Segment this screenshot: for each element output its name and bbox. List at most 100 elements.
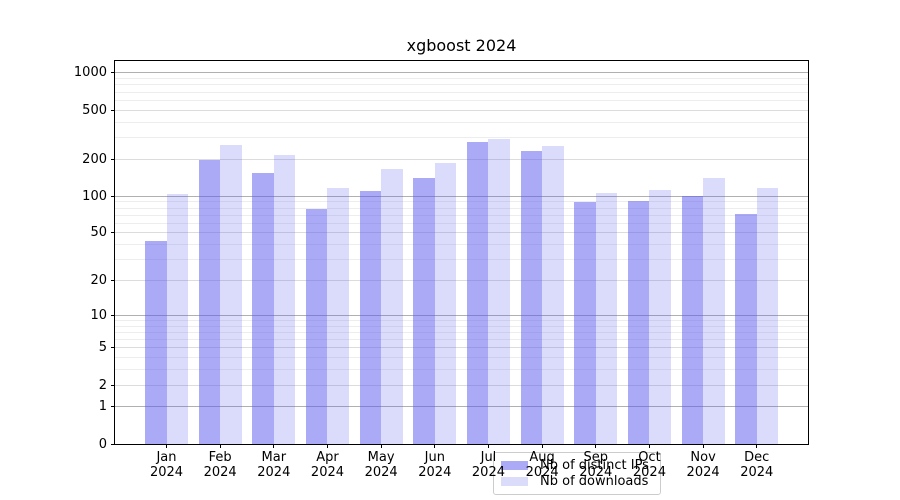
gridline <box>115 279 808 281</box>
legend-swatch-distinct-ips-icon <box>501 460 528 470</box>
bar-downloads-apr <box>327 188 349 444</box>
bar-distinct-ips-jun <box>413 177 435 444</box>
x-tick-mark <box>756 444 758 448</box>
bar-distinct-ips-may <box>359 190 382 444</box>
gridline <box>115 91 808 93</box>
x-tick-label: Aug 2024 <box>525 450 559 480</box>
y-tick-label: 20 <box>90 272 107 288</box>
plot-area: Nb of distinct IPs Nb of downloads <box>114 60 809 495</box>
gridline <box>115 325 808 327</box>
bar-downloads-jun <box>434 163 457 444</box>
bar-distinct-ips-mar <box>252 173 274 444</box>
bar-distinct-ips-aug <box>520 151 543 444</box>
gridline <box>115 121 808 123</box>
y-tick-label: 1000 <box>73 65 107 81</box>
bar-downloads-sep <box>595 192 618 444</box>
x-tick-label: Jul 2024 <box>471 450 505 480</box>
y-tick-label: 2 <box>98 377 107 393</box>
y-tick-mark <box>111 279 115 281</box>
x-tick-label: Dec 2024 <box>740 450 774 480</box>
y-tick-mark <box>111 347 115 349</box>
x-tick-label: Nov 2024 <box>686 450 720 480</box>
y-tick-mark <box>111 195 115 197</box>
x-tick-label: Sep 2024 <box>579 450 613 480</box>
x-tick-label: Feb 2024 <box>203 450 237 480</box>
legend-label-distinct-ips: Nb of distinct IPs <box>540 457 649 473</box>
x-tick-label: Oct 2024 <box>632 450 666 480</box>
bar-downloads-jan <box>166 193 188 444</box>
gridline <box>115 99 808 101</box>
bar-distinct-ips-feb <box>198 159 221 444</box>
y-tick-mark <box>111 109 115 111</box>
y-tick-label: 1 <box>98 399 107 415</box>
x-tick-mark <box>219 444 221 448</box>
x-tick-mark <box>541 444 543 448</box>
bar-downloads-nov <box>703 178 725 444</box>
x-tick-mark <box>648 444 650 448</box>
gridline <box>115 78 808 80</box>
gridline <box>115 222 808 224</box>
bar-downloads-feb <box>220 145 242 444</box>
chart-title: xgboost 2024 <box>406 36 517 55</box>
legend-label-downloads: Nb of downloads <box>540 474 649 490</box>
gridline <box>115 319 808 321</box>
legend-item-distinct-ips: Nb of distinct IPs <box>501 457 652 474</box>
bar-downloads-aug <box>542 146 564 444</box>
y-tick-label: 50 <box>90 225 107 241</box>
y-tick-label: 100 <box>82 188 107 204</box>
y-tick-label: 5 <box>98 340 107 356</box>
x-tick-mark <box>595 444 597 448</box>
gridline <box>115 369 808 371</box>
gridline <box>115 109 808 111</box>
y-tick-mark <box>111 406 115 408</box>
bar-downloads-dec <box>756 188 779 444</box>
gridline <box>115 384 808 386</box>
gridline <box>115 338 808 340</box>
x-tick-label: Apr 2024 <box>310 450 345 480</box>
bar-distinct-ips-sep <box>574 201 596 444</box>
x-tick-mark <box>166 444 167 448</box>
legend-item-downloads: Nb of downloads <box>501 474 652 491</box>
y-tick-mark <box>111 72 115 74</box>
gridline <box>115 84 808 86</box>
gridline <box>115 232 808 234</box>
bar-distinct-ips-jul <box>466 142 489 444</box>
gridline <box>115 158 808 160</box>
legend-swatch-downloads-icon <box>501 477 528 487</box>
bar-downloads-oct <box>649 190 671 444</box>
bar-distinct-ips-nov <box>681 195 704 444</box>
gridline <box>115 331 808 333</box>
gridline <box>115 244 808 246</box>
x-tick-mark <box>326 444 328 448</box>
y-tick-mark <box>111 314 115 316</box>
gridline <box>115 357 808 359</box>
gridline <box>115 259 808 261</box>
gridline <box>115 137 808 138</box>
x-tick-label: Jan 2024 <box>149 450 184 480</box>
y-tick-label: 500 <box>82 102 107 118</box>
y-tick-label: 0 <box>98 436 107 452</box>
y-tick-mark <box>111 443 115 445</box>
bar-downloads-mar <box>273 155 296 444</box>
gridline <box>115 347 808 349</box>
gridline <box>115 207 808 209</box>
gridline <box>115 195 808 197</box>
bar-downloads-may <box>381 168 403 444</box>
y-tick-label: 10 <box>90 307 107 323</box>
x-tick-mark <box>273 444 275 448</box>
y-tick-label: 200 <box>82 151 107 167</box>
gridline <box>115 314 808 316</box>
bars-layer <box>115 61 808 444</box>
gridline <box>115 201 808 203</box>
x-tick-label: Jun 2024 <box>418 450 452 480</box>
bar-distinct-ips-dec <box>735 213 757 444</box>
grid-layer <box>115 61 808 444</box>
gridline <box>115 406 808 408</box>
bar-distinct-ips-oct <box>627 200 650 444</box>
x-tick-label: May 2024 <box>364 450 398 480</box>
bar-downloads-jul <box>488 139 510 444</box>
legend: Nb of distinct IPs Nb of downloads <box>493 452 661 495</box>
gridline <box>115 214 808 216</box>
bar-distinct-ips-apr <box>305 209 328 444</box>
